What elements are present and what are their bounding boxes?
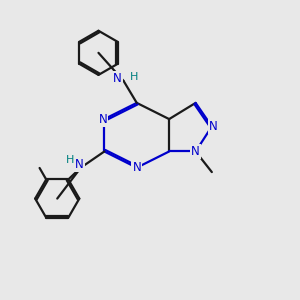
Text: N: N <box>191 145 200 158</box>
Text: H: H <box>129 72 138 82</box>
Text: H: H <box>66 155 74 165</box>
Text: N: N <box>75 158 84 171</box>
Text: N: N <box>113 72 122 85</box>
Text: N: N <box>209 120 218 133</box>
Text: N: N <box>132 161 141 174</box>
Text: N: N <box>98 112 107 126</box>
